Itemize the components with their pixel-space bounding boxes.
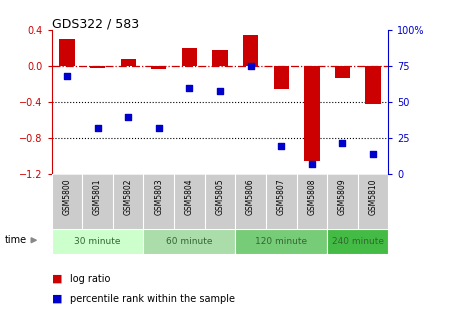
Bar [144,229,235,254]
Bar [365,66,381,104]
Bar [243,35,258,66]
Point [370,152,377,157]
Text: 60 minute: 60 minute [166,237,213,246]
Point [186,85,193,91]
Text: GSM5807: GSM5807 [277,179,286,215]
Bar [304,66,320,161]
Text: ■: ■ [52,274,62,284]
Text: time: time [4,235,26,245]
Text: GSM5809: GSM5809 [338,179,347,215]
Bar [327,229,388,254]
Bar [120,59,136,66]
Bar [335,66,350,78]
Bar [273,66,289,89]
Bar [235,229,327,254]
Text: GSM5802: GSM5802 [123,179,132,215]
Bar [52,229,144,254]
Text: GDS322 / 583: GDS322 / 583 [52,17,139,30]
Point [63,74,70,79]
Bar [182,48,197,66]
Point [277,143,285,148]
Text: GSM5808: GSM5808 [308,179,317,215]
Point [247,64,254,69]
Text: log ratio: log ratio [70,274,110,284]
Text: 240 minute: 240 minute [332,237,384,246]
Bar [151,66,167,69]
Text: GSM5806: GSM5806 [246,179,255,215]
Point [308,162,316,167]
Point [216,88,224,93]
Text: GSM5803: GSM5803 [154,179,163,215]
Point [124,114,132,119]
Bar [59,39,75,66]
Point [339,140,346,145]
Text: 30 minute: 30 minute [74,237,121,246]
Text: GSM5804: GSM5804 [185,179,194,215]
Text: 120 minute: 120 minute [255,237,307,246]
Bar [90,66,105,68]
Text: GSM5810: GSM5810 [369,179,378,215]
Text: GSM5800: GSM5800 [62,179,71,215]
Text: GSM5801: GSM5801 [93,179,102,215]
Bar [212,50,228,66]
Text: GSM5805: GSM5805 [216,179,224,215]
Point [94,126,101,131]
Point [155,126,163,131]
Text: percentile rank within the sample: percentile rank within the sample [70,294,234,304]
Text: ■: ■ [52,294,62,304]
